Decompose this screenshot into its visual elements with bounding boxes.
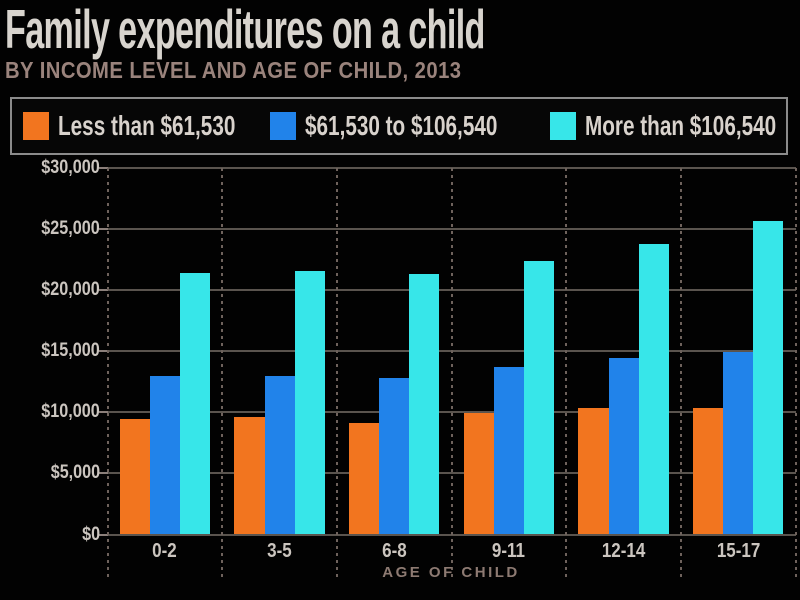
y-axis-tick xyxy=(98,228,108,231)
bar-6-8-s0 xyxy=(349,422,380,535)
y-axis-tick xyxy=(98,472,108,475)
y-tick-label: $5,000 xyxy=(0,462,100,484)
y-tick-label: $30,000 xyxy=(0,157,100,179)
legend-label-text: More than $106,540 xyxy=(585,110,777,141)
y-tick-label-text: $30,000 xyxy=(41,157,100,178)
y-tick-label-text: $0 xyxy=(82,523,100,545)
x-tick-label: 6-8 xyxy=(349,540,439,562)
x-axis-title-text: AGE OF CHILD xyxy=(382,564,520,581)
legend-label: Less than $61,530 xyxy=(58,110,298,142)
bar-9-11-s1 xyxy=(493,367,524,535)
group-separator xyxy=(221,168,224,578)
y-tick-label: $0 xyxy=(0,524,100,546)
bar-15-17-s1 xyxy=(723,351,754,535)
page-subtitle: BY INCOME LEVEL AND AGE OF CHILD, 2013 xyxy=(5,57,524,84)
chart-legend: Less than $61,530 $61,530 to $106,540 Mo… xyxy=(10,97,788,155)
page-title-text: Family expenditures on a child xyxy=(5,0,485,60)
x-tick-label-text: 15-17 xyxy=(716,539,760,562)
y-tick-label-text: $15,000 xyxy=(41,340,100,362)
x-tick-label-text: 12-14 xyxy=(601,539,646,562)
y-axis-tick xyxy=(98,411,108,414)
group-separator xyxy=(565,168,568,578)
y-axis-tick xyxy=(98,289,108,292)
group-separator xyxy=(679,168,682,578)
y-tick-label: $25,000 xyxy=(0,218,100,240)
y-tick-label: $20,000 xyxy=(0,279,100,301)
legend-label-text: Less than $61,530 xyxy=(58,110,236,141)
legend-label: More than $106,540 xyxy=(585,110,800,142)
y-tick-label-text: $5,000 xyxy=(50,462,100,484)
x-tick-label-text: 0-2 xyxy=(152,539,178,562)
group-separator xyxy=(335,168,338,578)
x-tick-label: 0-2 xyxy=(120,540,210,562)
x-tick-label-text: 9-11 xyxy=(492,539,526,562)
y-tick-label-text: $25,000 xyxy=(41,218,100,240)
page-subtitle-text: BY INCOME LEVEL AND AGE OF CHILD, 2013 xyxy=(5,57,462,83)
bar-12-14-s2 xyxy=(638,244,669,535)
bar-12-14-s0 xyxy=(578,408,609,535)
y-tick-label: $10,000 xyxy=(0,401,100,423)
bar-9-11-s0 xyxy=(463,413,494,535)
bar-0-2-s0 xyxy=(119,418,150,535)
x-tick-label: 15-17 xyxy=(693,540,783,562)
legend-item-high-income: More than $106,540 xyxy=(550,99,800,153)
bar-12-14-s1 xyxy=(608,358,639,535)
bar-0-2-s1 xyxy=(149,376,180,535)
x-tick-label: 12-14 xyxy=(579,540,669,562)
bar-9-11-s2 xyxy=(524,261,555,535)
bar-15-17-s0 xyxy=(693,408,724,535)
y-tick-label: $15,000 xyxy=(0,340,100,362)
page-title: Family expenditures on a child xyxy=(5,0,779,60)
x-tick-label: 9-11 xyxy=(464,540,554,562)
x-tick-label-text: 6-8 xyxy=(381,539,407,562)
legend-label-text: $61,530 to $106,540 xyxy=(305,110,498,141)
bar-6-8-s2 xyxy=(409,273,440,535)
legend-swatch-orange xyxy=(23,112,49,140)
bar-3-5-s0 xyxy=(234,417,265,535)
group-separator xyxy=(450,168,453,578)
y-tick-label-text: $20,000 xyxy=(41,279,100,301)
x-axis-title: AGE OF CHILD xyxy=(107,564,795,581)
legend-swatch-cyan xyxy=(550,112,576,140)
y-tick-label-text: $10,000 xyxy=(41,401,100,423)
legend-label: $61,530 to $106,540 xyxy=(305,110,565,142)
y-axis-tick xyxy=(98,533,108,536)
legend-swatch-blue xyxy=(270,112,296,140)
legend-item-low-income: Less than $61,530 xyxy=(23,99,298,153)
bar-3-5-s1 xyxy=(264,376,295,535)
y-axis-tick xyxy=(98,350,108,353)
x-tick-label: 3-5 xyxy=(235,540,325,562)
bar-0-2-s2 xyxy=(180,272,211,535)
bar-3-5-s2 xyxy=(294,271,325,535)
y-axis-tick xyxy=(98,167,108,169)
x-tick-label-text: 3-5 xyxy=(267,539,292,562)
bar-6-8-s1 xyxy=(379,378,410,535)
group-separator xyxy=(794,168,797,578)
legend-item-middle-income: $61,530 to $106,540 xyxy=(270,99,565,153)
y-axis-line xyxy=(106,168,109,578)
bar-15-17-s2 xyxy=(753,220,784,535)
